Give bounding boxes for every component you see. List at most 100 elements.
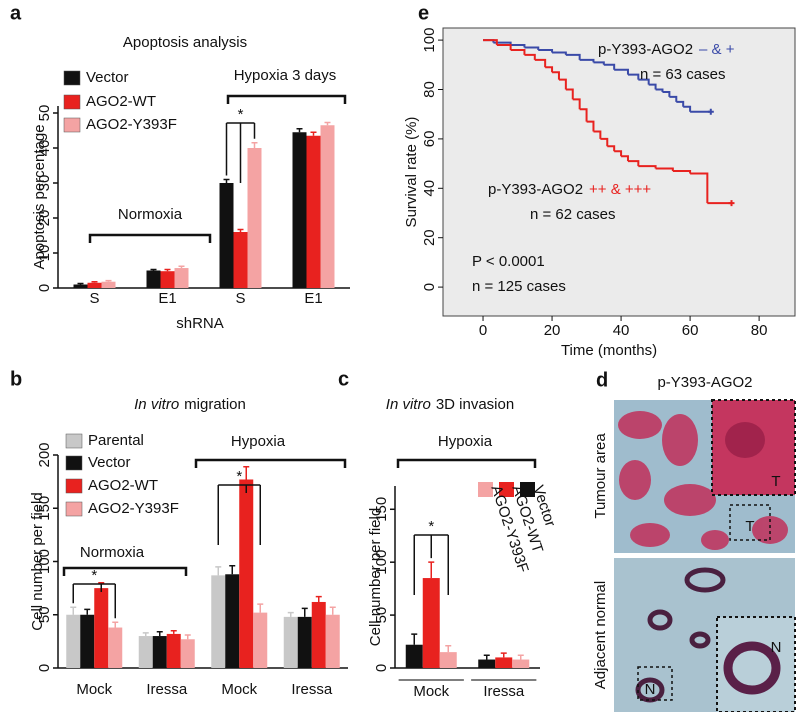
- micrograph-panel: d p-Y393-AGO2 Tumour area Adjacent norma…: [592, 369, 796, 712]
- x-tick-label: 20: [544, 322, 561, 339]
- y-tick-label: 0: [373, 664, 390, 672]
- error-bar: [105, 279, 112, 282]
- x-tick-label: Mock: [76, 681, 112, 698]
- bar: [211, 575, 226, 668]
- significance-star: *: [236, 468, 242, 485]
- survival-step: [690, 172, 709, 204]
- group-bracket: [62, 566, 188, 576]
- y-tick-label: 50: [373, 607, 390, 624]
- error-bar: [324, 121, 331, 126]
- error-bar: [215, 566, 222, 576]
- significance-bracket: [225, 122, 256, 183]
- chart-title: In vitro migration: [134, 396, 246, 413]
- survival-step: [600, 137, 609, 147]
- legend-label: AGO2-WT: [86, 93, 156, 110]
- error-bar: [310, 131, 317, 136]
- x-tick-label: Iressa: [483, 683, 525, 700]
- inset-frame: [729, 504, 771, 541]
- error-bar: [500, 652, 507, 658]
- bar: [247, 148, 262, 288]
- legend-label: Vector: [88, 454, 131, 471]
- error-bar: [257, 603, 264, 613]
- survival-step: [524, 46, 540, 50]
- legend-swatch: [63, 70, 81, 86]
- series-label: p-Y393-AGO2 ++ & +++: [488, 181, 651, 198]
- bar: [66, 614, 81, 668]
- x-tick-label: S: [235, 290, 245, 307]
- bar: [478, 659, 496, 668]
- y-tick-label: 150: [373, 497, 390, 522]
- legend-label: Parental: [88, 432, 144, 449]
- group-bracket: [194, 458, 347, 468]
- y-tick-label: 0: [421, 283, 438, 291]
- bar: [495, 657, 513, 668]
- y-tick-label: 20: [36, 210, 53, 227]
- panel-letter: b: [10, 368, 22, 390]
- y-tick-label: 50: [36, 606, 53, 623]
- tissue: [725, 422, 765, 458]
- survival-step: [603, 63, 616, 70]
- bar: [225, 574, 240, 668]
- legend-swatch: [520, 482, 535, 497]
- error-bar: [229, 565, 236, 575]
- significance-star: *: [91, 567, 97, 584]
- error-bar: [84, 608, 91, 615]
- x-tick-label: Iressa: [291, 681, 333, 698]
- survival-step: [593, 130, 602, 139]
- group-bracket: [226, 94, 347, 104]
- significance-bracket: [72, 583, 116, 619]
- error-bar: [184, 634, 191, 640]
- bar: [160, 271, 175, 288]
- error-bar: [301, 607, 308, 617]
- inset-label: T: [771, 473, 780, 490]
- error-bar: [91, 280, 98, 283]
- bar: [233, 232, 248, 288]
- survival-step: [638, 78, 650, 85]
- survival-step: [621, 155, 629, 162]
- error-bar: [112, 621, 119, 628]
- significance-bracket: [217, 484, 261, 545]
- survival-step: [614, 150, 623, 157]
- bar: [152, 636, 167, 668]
- annotation: P < 0.0001: [472, 253, 545, 270]
- x-axis-label: shRNA: [176, 315, 224, 332]
- title-text: migration: [184, 396, 246, 413]
- survival-step: [545, 66, 554, 73]
- row-label: Tumour area: [592, 433, 609, 519]
- legend-label: AGO2-Y393F: [86, 116, 177, 133]
- y-tick-label: 60: [421, 131, 438, 148]
- group-label: Normoxia: [80, 544, 145, 561]
- error-bar: [483, 654, 490, 660]
- survival-step: [510, 48, 526, 55]
- significance-star: *: [238, 106, 244, 123]
- group-bracket: [88, 233, 212, 243]
- error-bar: [517, 654, 524, 660]
- bar: [166, 633, 181, 668]
- bar: [297, 616, 312, 668]
- y-tick-label: 0: [36, 664, 53, 672]
- x-tick-label: 80: [751, 322, 768, 339]
- bar: [174, 268, 189, 288]
- error-bar: [428, 561, 435, 579]
- survival-step: [707, 108, 714, 115]
- bar: [87, 282, 102, 288]
- survival-step: [676, 100, 685, 107]
- survival-step: [534, 58, 547, 68]
- error-bar: [178, 265, 185, 269]
- survival-step: [672, 170, 692, 174]
- error-bar: [77, 282, 84, 285]
- x-tick-label: E1: [304, 290, 322, 307]
- survival-step: [524, 53, 536, 60]
- error-bar: [287, 611, 294, 617]
- bar: [320, 125, 335, 288]
- x-tick-label: Iressa: [146, 681, 188, 698]
- bar: [292, 132, 307, 288]
- survival-step: [638, 165, 657, 169]
- error-bar: [243, 465, 250, 480]
- x-tick-label: Mock: [413, 683, 449, 700]
- survival-step: [655, 167, 674, 172]
- bar: [422, 578, 440, 668]
- y-axis-label: Cell number per field: [29, 492, 46, 630]
- y-tick-label: 100: [36, 549, 53, 574]
- error-bar: [411, 633, 418, 645]
